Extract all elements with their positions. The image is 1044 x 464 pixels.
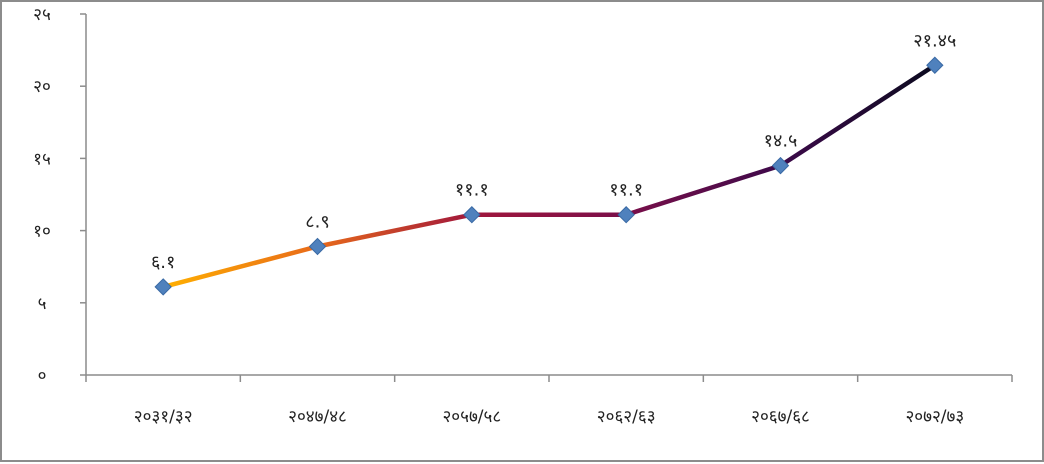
x-axis-ticks: २०३१/३२ २०४७/४८ २०५७/५८ २०६२/६३ २०६७/६८ २०७२/… xyxy=(85,375,1013,427)
data-point-marker xyxy=(926,56,944,74)
data-labels: ६.१ ८.९ ११.१ ११.१ १४.५ २१.४५ xyxy=(151,30,956,273)
data-point-marker xyxy=(617,206,635,224)
data-point-marker xyxy=(308,237,327,256)
axes xyxy=(85,14,1012,376)
y-tick-label: १५ xyxy=(33,149,51,169)
data-point-marker xyxy=(154,278,172,296)
y-tick-label: ० xyxy=(38,366,47,386)
data-label: ८.९ xyxy=(305,211,329,232)
x-tick-label: २०६७/६८ xyxy=(751,407,810,427)
x-tick-label: २०६२/६३ xyxy=(597,407,656,427)
x-tick-label: २०७२/७३ xyxy=(905,407,964,427)
series-markers xyxy=(154,56,944,296)
data-label: ६.१ xyxy=(151,252,175,273)
y-tick-label: २० xyxy=(33,77,51,97)
y-tick-label: २५ xyxy=(33,5,51,25)
data-label: १४.५ xyxy=(764,131,798,152)
data-label: ११.१ xyxy=(609,180,643,201)
x-tick-label: २०३१/३२ xyxy=(134,407,193,427)
x-tick-label: २०५७/५८ xyxy=(442,407,501,427)
data-label: ११.१ xyxy=(455,180,489,201)
series-polyline xyxy=(160,63,938,290)
y-tick-label: १० xyxy=(33,222,51,242)
data-label: २१.४५ xyxy=(913,30,956,51)
data-point-marker xyxy=(463,206,481,224)
x-tick-label: २०४७/४८ xyxy=(288,407,347,427)
data-point-marker xyxy=(771,156,790,175)
y-tick-label: ५ xyxy=(38,294,47,314)
series-line xyxy=(160,63,938,290)
y-axis-ticks: ० ५ १० १५ २० २५ xyxy=(33,5,86,386)
